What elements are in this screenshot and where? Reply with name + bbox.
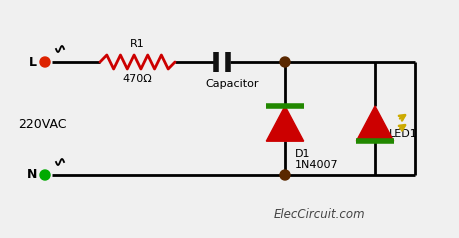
Text: Capacitor: Capacitor	[205, 79, 258, 89]
Text: 1N4007: 1N4007	[294, 160, 338, 170]
Text: LED1: LED1	[388, 129, 417, 139]
Text: L: L	[29, 55, 37, 69]
Circle shape	[280, 170, 289, 180]
Circle shape	[40, 57, 50, 67]
Text: ElecCircuit.com: ElecCircuit.com	[274, 208, 365, 222]
Circle shape	[40, 170, 50, 180]
Text: 470Ω: 470Ω	[123, 74, 152, 84]
Text: N: N	[27, 169, 37, 182]
Polygon shape	[356, 106, 393, 141]
Text: D1: D1	[294, 149, 310, 159]
Text: R1: R1	[130, 39, 145, 49]
Circle shape	[280, 57, 289, 67]
Text: 220VAC: 220VAC	[18, 119, 67, 132]
Polygon shape	[266, 106, 303, 141]
